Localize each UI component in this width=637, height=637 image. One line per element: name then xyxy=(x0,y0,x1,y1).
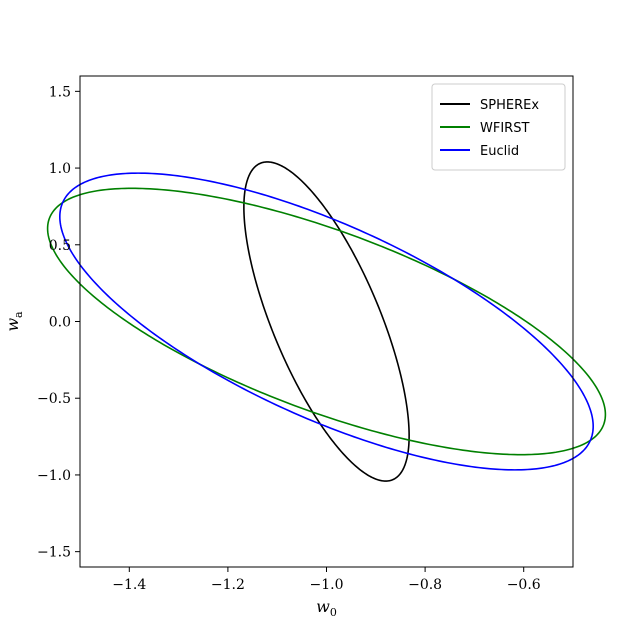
x-axis: −1.4 −1.2 −1.0 −0.8 −0.6 xyxy=(112,567,541,593)
x-tick-label: −1.0 xyxy=(310,577,344,593)
y-tick-label: 1.0 xyxy=(49,161,71,177)
legend-label-wfirst: WFIRST xyxy=(480,121,529,136)
y-tick-label: 1.5 xyxy=(49,84,71,100)
y-axis-label-base: w xyxy=(3,318,22,332)
ellipse-euclid xyxy=(59,172,594,471)
y-axis: −1.5 −1.0 −0.5 0.0 0.5 1.0 1.5 xyxy=(37,84,80,561)
x-axis-label-base: w xyxy=(316,597,330,616)
x-tick-label: −0.6 xyxy=(507,577,541,593)
ellipse-wfirst xyxy=(46,187,607,456)
x-tick-label: −0.8 xyxy=(408,577,442,593)
ellipse-spherex xyxy=(243,161,410,482)
ellipse-layer xyxy=(46,161,607,482)
legend-label-spherex: SPHEREx xyxy=(480,98,539,113)
legend-box xyxy=(431,83,566,171)
y-axis-label-sub: a xyxy=(12,311,25,318)
y-tick-label: −0.5 xyxy=(37,391,71,407)
y-tick-label: 0.0 xyxy=(49,315,71,331)
x-tick-label: −1.2 xyxy=(211,577,245,593)
x-axis-label: w0 xyxy=(316,597,337,619)
legend-label-euclid: Euclid xyxy=(480,144,519,159)
x-tick-label: −1.4 xyxy=(112,577,146,593)
y-axis-label: wa xyxy=(3,311,25,332)
y-tick-label: −1.0 xyxy=(37,468,71,484)
y-tick-label: −1.5 xyxy=(37,545,71,561)
legend: SPHEREx WFIRST Euclid xyxy=(431,83,566,171)
x-axis-label-sub: 0 xyxy=(330,606,337,619)
y-tick-label: 0.5 xyxy=(49,238,71,254)
